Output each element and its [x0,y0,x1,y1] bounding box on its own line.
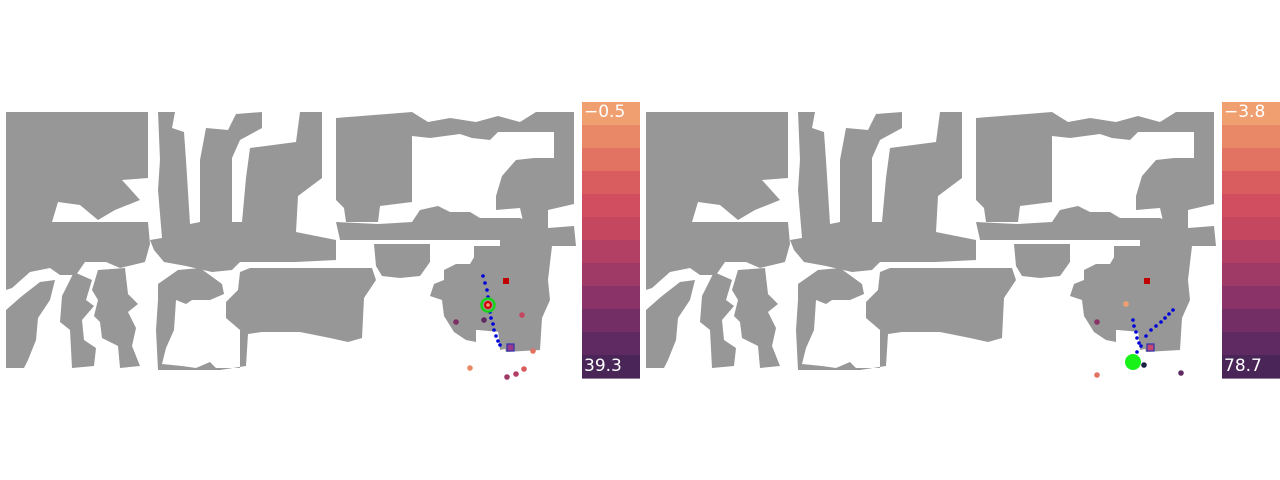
colorbar-segment [1222,240,1280,264]
observation-point [504,374,510,380]
colorbar-segment [1222,194,1280,218]
path-dot [496,339,500,343]
observation-point [521,366,527,372]
path-dot [1135,350,1139,354]
map-panel-left: −0.5 39.3 [6,102,640,380]
observation-point [481,317,487,323]
observation-point [530,348,536,354]
colorbar-segment [582,355,640,379]
observation-point [1178,370,1184,376]
path-dot [498,343,502,347]
path-dot [1135,336,1139,340]
path-dot [1163,316,1167,320]
colorbar-segment [582,309,640,333]
colorbar-segment [1222,217,1280,241]
path-dot [494,334,498,338]
path-dot [1132,324,1136,328]
colorbar-segment [582,286,640,310]
observation-point [1123,301,1129,307]
floorplan-map-left [6,112,576,370]
colorbar-segment [1222,148,1280,172]
waypoint-marker [506,343,515,352]
observation-point [1094,319,1100,325]
path-dot [1149,328,1153,332]
observation-point [453,319,459,325]
path-dot [491,322,495,326]
colorbar-segment [582,102,640,126]
path-dot [492,328,496,332]
path-dot [1159,320,1163,324]
colorbar-segment [1222,171,1280,195]
observation-point [1141,362,1147,368]
agent-ring [480,297,496,313]
colorbar-segment [582,217,640,241]
path-dot [481,274,485,278]
trajectory-layer-left [453,274,536,380]
path-dot [1167,312,1171,316]
path-dot [485,288,489,292]
colorbar-max-label: −3.8 [1224,102,1266,122]
colorbar-left [582,102,640,379]
colorbar-segment [1222,125,1280,149]
colorbar-segment [582,332,640,356]
agent-center [486,303,490,307]
colorbar-max-label: −0.5 [584,102,626,122]
colorbar-segment [582,148,640,172]
colorbar-min-label: 39.3 [584,356,622,376]
colorbar-right [1222,102,1280,379]
path-dot [1139,344,1143,348]
agent-marker [1125,354,1141,370]
path-dot [483,281,487,285]
goal-marker [1144,278,1150,284]
colorbar-segment [1222,309,1280,333]
observation-point [467,365,473,371]
colorbar-segment [1222,102,1280,126]
colorbar-segment [582,125,640,149]
waypoint-marker [1146,343,1155,352]
observation-point [519,312,525,318]
colorbar-segment [1222,332,1280,356]
map-panel-right: −3.8 78.7 [640,0,1280,480]
colorbar-segment [1222,355,1280,379]
colorbar-segment [1222,263,1280,287]
observation-point [1094,372,1100,378]
observation-point [513,371,519,377]
colorbar-segment [582,263,640,287]
path-dot [1137,341,1141,345]
colorbar-segment [582,171,640,195]
trajectory-layer-right [1094,278,1184,378]
path-dot [489,316,493,320]
floorplan-walls [6,112,576,370]
path-dot [1171,308,1175,312]
path-dot [1134,330,1138,334]
colorbar-min-label: 78.7 [1224,356,1262,376]
path-dot [1154,324,1158,328]
path-dot [1144,334,1148,338]
colorbar-segment [582,240,640,264]
colorbar-segment [1222,286,1280,310]
colorbar-segment [582,194,640,218]
goal-marker [503,278,509,284]
path-dot [1131,318,1135,322]
